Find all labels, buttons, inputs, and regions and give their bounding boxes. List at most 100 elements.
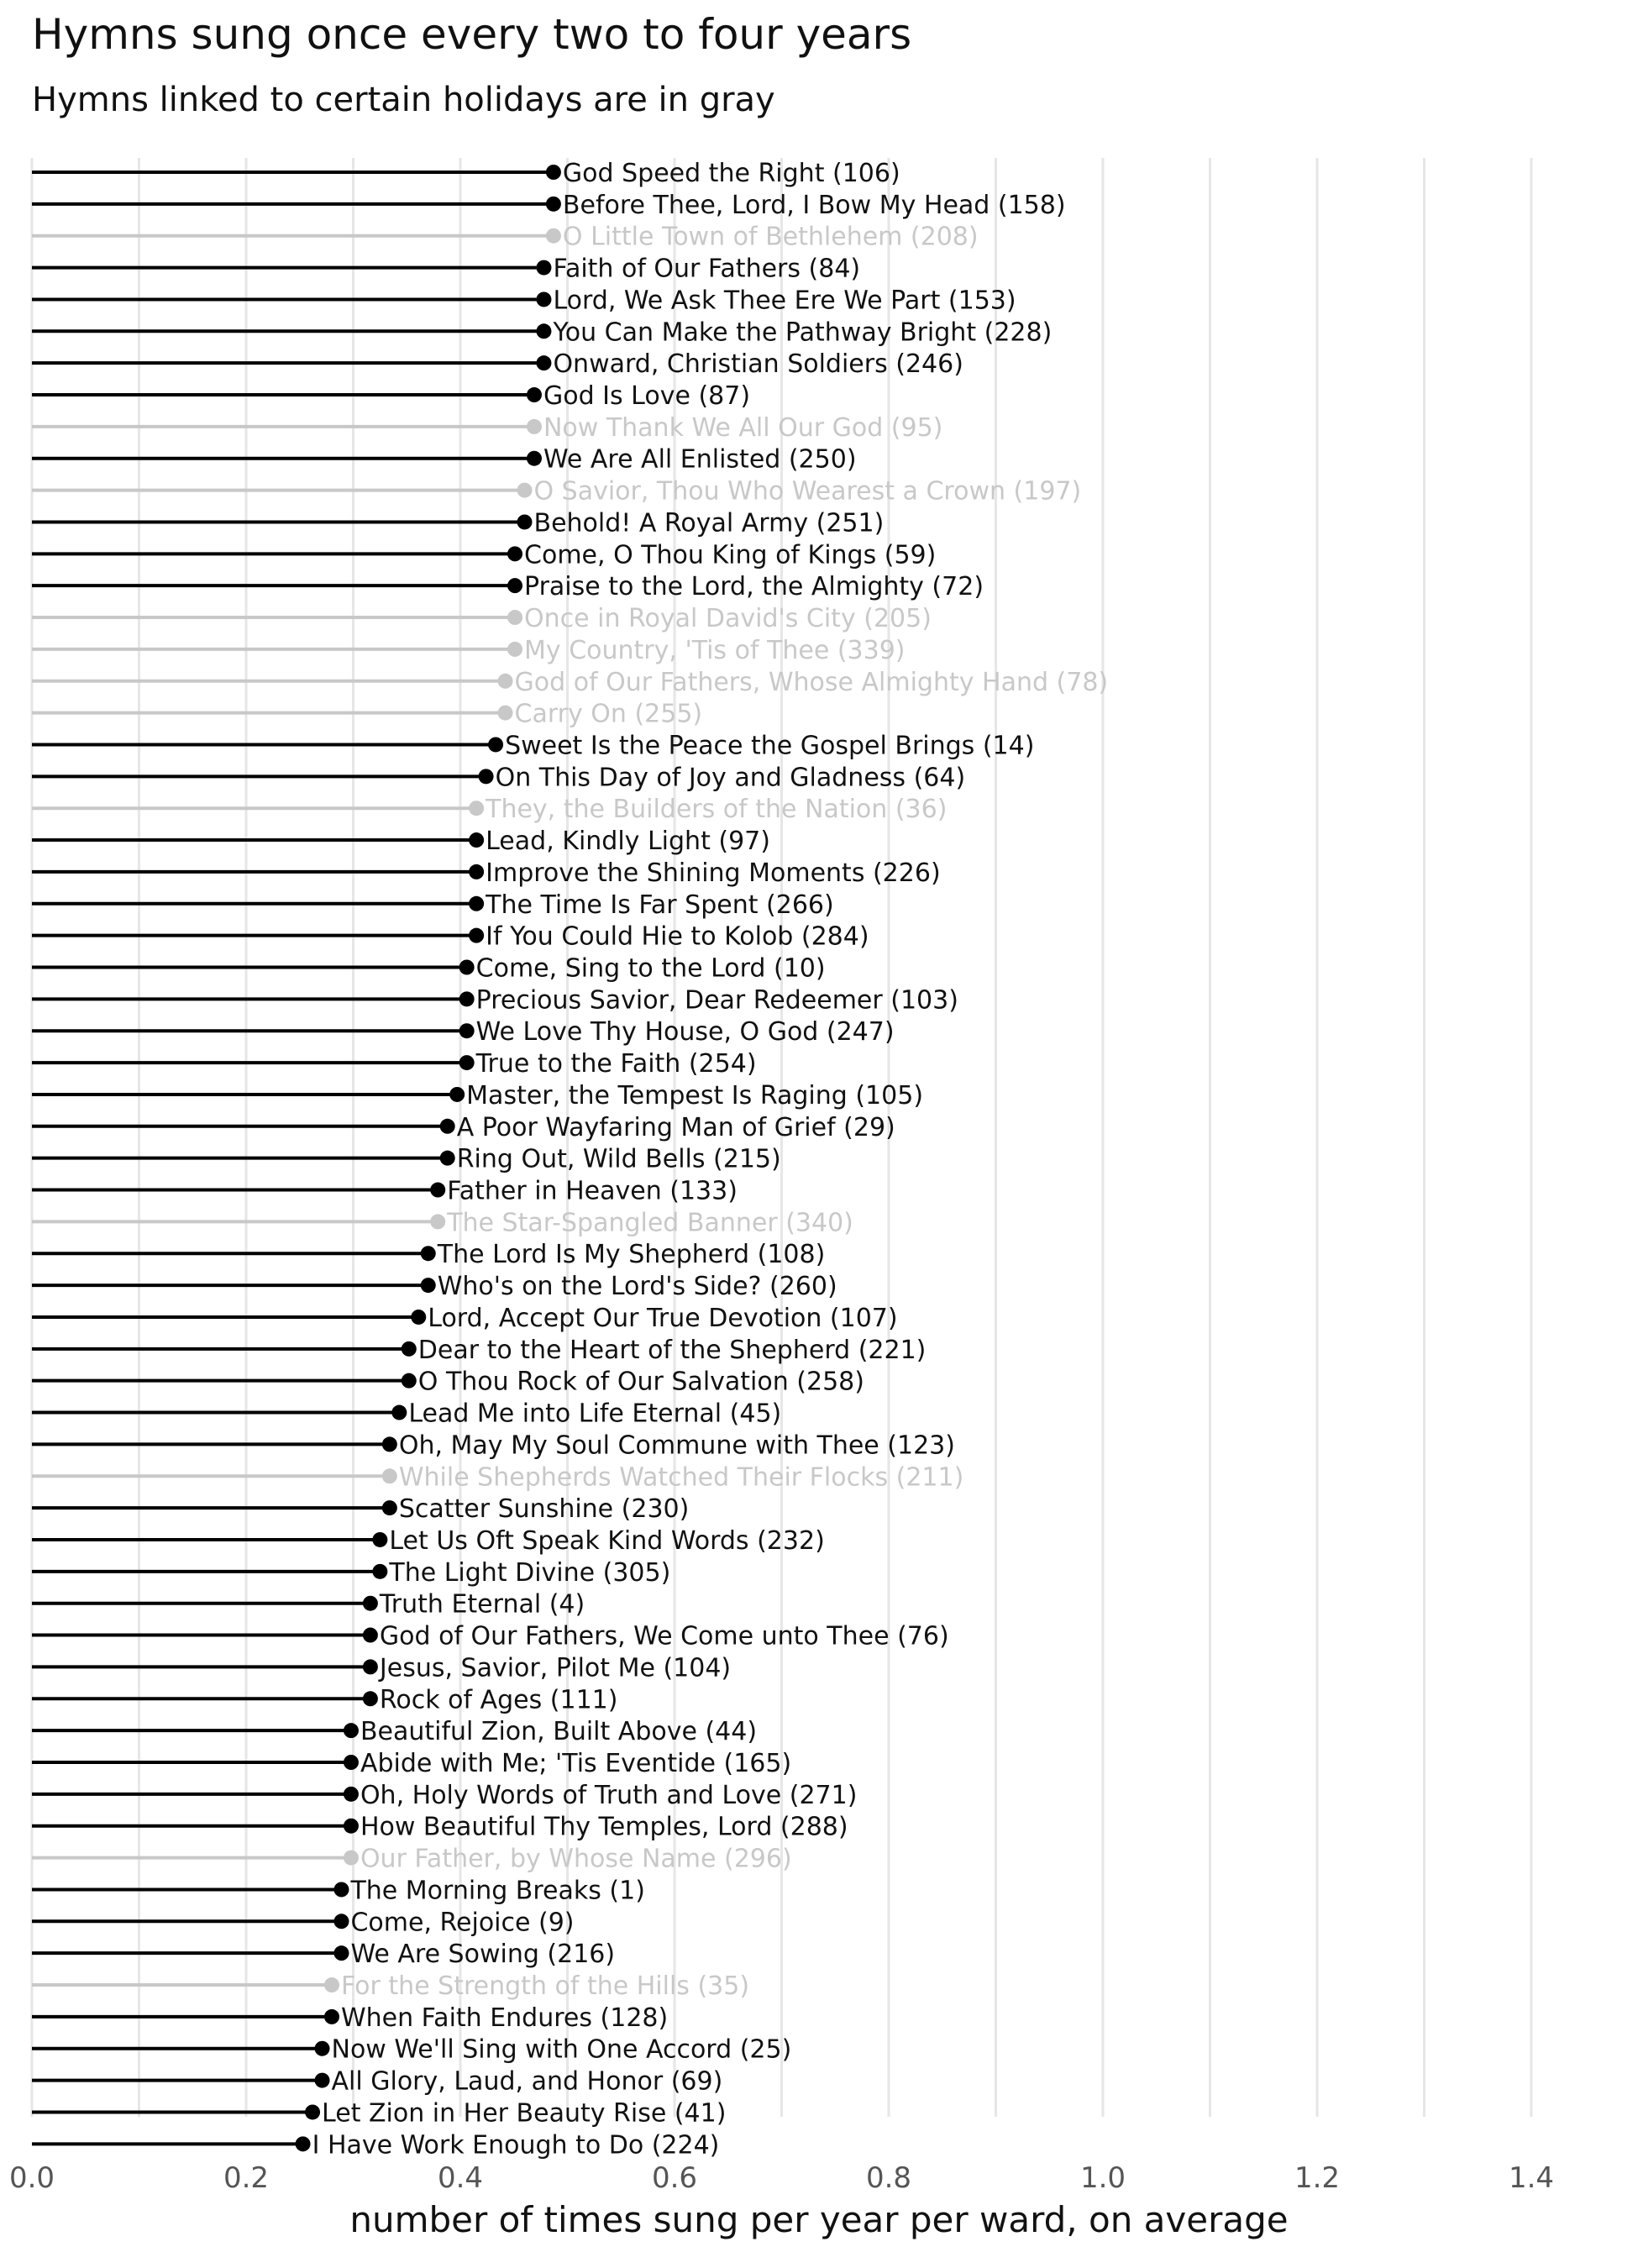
lollipop-point: [372, 1563, 388, 1579]
lollipop-point: [507, 578, 523, 594]
hymn-label: Improve the Shining Moments (226): [486, 858, 941, 888]
x-tick-label: 1.0: [1080, 2161, 1126, 2195]
lollipop-point: [343, 1818, 359, 1834]
hymn-label: Now We'll Sing with One Accord (25): [332, 2035, 792, 2065]
x-tick-label: 0.8: [866, 2161, 911, 2195]
hymn-label: Now Thank We All Our God (95): [543, 413, 942, 443]
lollipop-point: [305, 2104, 321, 2120]
lollipop-point: [536, 323, 552, 339]
x-tick-label: 0.0: [9, 2161, 55, 2195]
grid-layer: [30, 158, 1533, 2117]
hymn-label: God of Our Fathers, Whose Almighty Hand …: [515, 668, 1109, 697]
hymn-label: We Are Sowing (216): [350, 1940, 615, 1969]
hymn-label: O Thou Rock of Our Salvation (258): [418, 1368, 864, 1397]
lollipop-point: [362, 1691, 378, 1707]
hymn-label: Precious Savior, Dear Redeemer (103): [476, 985, 958, 1015]
hymn-label: Lord, We Ask Thee Ere We Part (153): [553, 286, 1016, 315]
hymn-label: Abide with Me; 'Tis Eventide (165): [360, 1749, 791, 1778]
lollipop-point: [401, 1341, 417, 1357]
hymn-label: Behold! A Royal Army (251): [534, 508, 885, 538]
hymn-label: Lord, Accept Our True Devotion (107): [428, 1304, 897, 1333]
x-tick-label: 0.2: [223, 2161, 269, 2195]
chart-title: Hymns sung once every two to four years: [32, 10, 912, 59]
hymn-label: If You Could Hie to Kolob (284): [486, 922, 869, 952]
hymn-label: Beautiful Zion, Built Above (44): [360, 1717, 757, 1746]
x-tick-label: 1.4: [1509, 2161, 1554, 2195]
lollipop-point: [517, 482, 533, 498]
hymn-label: Onward, Christian Soldiers (246): [553, 349, 963, 379]
hymn-label: True to the Faith (254): [475, 1049, 757, 1079]
lollipop-point: [469, 864, 485, 879]
x-tick-layer: 0.0 0.2 0.4 0.6 0.8 1.0 1.2 1.4: [9, 2161, 1554, 2195]
lollipop-point: [536, 260, 552, 276]
hymn-label: Scatter Sunshine (230): [399, 1494, 689, 1524]
lollipop-point: [507, 610, 523, 626]
lollipop-point: [526, 387, 542, 403]
lollipop-point: [343, 1755, 359, 1770]
hymn-label: O Little Town of Bethlehem (208): [563, 223, 979, 252]
hymn-label: I Have Work Enough to Do (224): [312, 2130, 720, 2160]
hymn-label: They, the Builders of the Nation (36): [485, 795, 947, 824]
hymn-label: The Morning Breaks (1): [349, 1876, 644, 1905]
hymn-label: For the Strength of the Hills (35): [341, 1971, 749, 2001]
lollipop-point: [381, 1436, 397, 1452]
x-tick-label: 0.6: [652, 2161, 697, 2195]
lollipop-point: [324, 2008, 339, 2024]
lollipop-point: [517, 514, 533, 530]
lollipop-point: [372, 1531, 388, 1547]
hymn-label: The Lord Is My Shepherd (108): [437, 1240, 826, 1269]
lollipop-point: [469, 895, 485, 911]
lollipop-point: [324, 1977, 339, 1993]
hymn-label: All Glory, Laud, and Honor (69): [332, 2067, 723, 2097]
lollipop-point: [469, 801, 485, 816]
hymn-label: Oh, May My Soul Commune with Thee (123): [399, 1431, 955, 1460]
lollipop-point: [439, 1118, 455, 1134]
hymn-label: Come, O Thou King of Kings (59): [524, 540, 936, 570]
hymn-label: God Is Love (87): [543, 381, 750, 411]
lollipop-point: [545, 196, 561, 212]
x-tick-label: 1.2: [1294, 2161, 1340, 2195]
hymn-label: How Beautiful Thy Temples, Lord (288): [360, 1813, 848, 1842]
hymn-label: Carry On (255): [515, 700, 703, 729]
x-axis-label: number of times sung per year per ward, …: [349, 2199, 1289, 2240]
lollipop-point: [381, 1500, 397, 1516]
hymn-label: Rock of Ages (111): [380, 1685, 618, 1714]
lollipop-point: [536, 291, 552, 307]
lollipop-point: [439, 1150, 455, 1166]
chart-subtitle: Hymns linked to certain holidays are in …: [32, 81, 775, 119]
hymn-label: Praise to the Lord, the Almighty (72): [524, 572, 984, 601]
lollipop-point: [469, 927, 485, 943]
hymn-label: Once in Royal David's City (205): [524, 604, 932, 633]
hymn-label: We Are All Enlisted (250): [543, 445, 857, 475]
hymn-label: Lead, Kindly Light (97): [486, 827, 770, 856]
lollipop-point: [526, 418, 542, 434]
lollipop-point: [497, 705, 513, 721]
lollipop-point: [411, 1309, 427, 1325]
stem-layer: [32, 165, 561, 2152]
lollipop-point: [488, 737, 504, 753]
hymn-label: The Star-Spangled Banner (340): [446, 1208, 853, 1237]
hymn-label: Faith of Our Fathers (84): [553, 255, 860, 284]
lollipop-point: [497, 673, 513, 689]
lollipop-point: [478, 769, 494, 785]
hymn-label: God Speed the Right (106): [563, 159, 900, 188]
hymn-label: Lead Me into Life Eternal (45): [408, 1399, 781, 1429]
hymn-label: Master, the Tempest Is Raging (105): [466, 1081, 923, 1110]
lollipop-point: [362, 1627, 378, 1643]
hymn-label: Let Zion in Her Beauty Rise (41): [322, 2098, 726, 2128]
hymn-label: A Poor Wayfaring Man of Grief (29): [457, 1113, 895, 1142]
hymn-label: Sweet Is the Peace the Gospel Brings (14…: [505, 731, 1034, 760]
lollipop-point: [362, 1595, 378, 1611]
hymn-label: Truth Eternal (4): [379, 1590, 585, 1620]
hymn-label: Father in Heaven (133): [447, 1177, 738, 1206]
hymn-label: Come, Rejoice (9): [350, 1908, 574, 1937]
hymn-label: The Time Is Far Spent (266): [485, 890, 834, 920]
hymn-label: We Love Thy House, O God (247): [476, 1017, 895, 1047]
lollipop-point: [430, 1214, 446, 1230]
lollipop-point: [333, 1945, 349, 1961]
lollipop-point: [333, 1882, 349, 1898]
hymn-label: God of Our Fathers, We Come unto Thee (7…: [380, 1622, 949, 1651]
x-tick-label: 0.4: [438, 2161, 483, 2195]
hymn-label: On This Day of Joy and Gladness (64): [496, 763, 966, 792]
